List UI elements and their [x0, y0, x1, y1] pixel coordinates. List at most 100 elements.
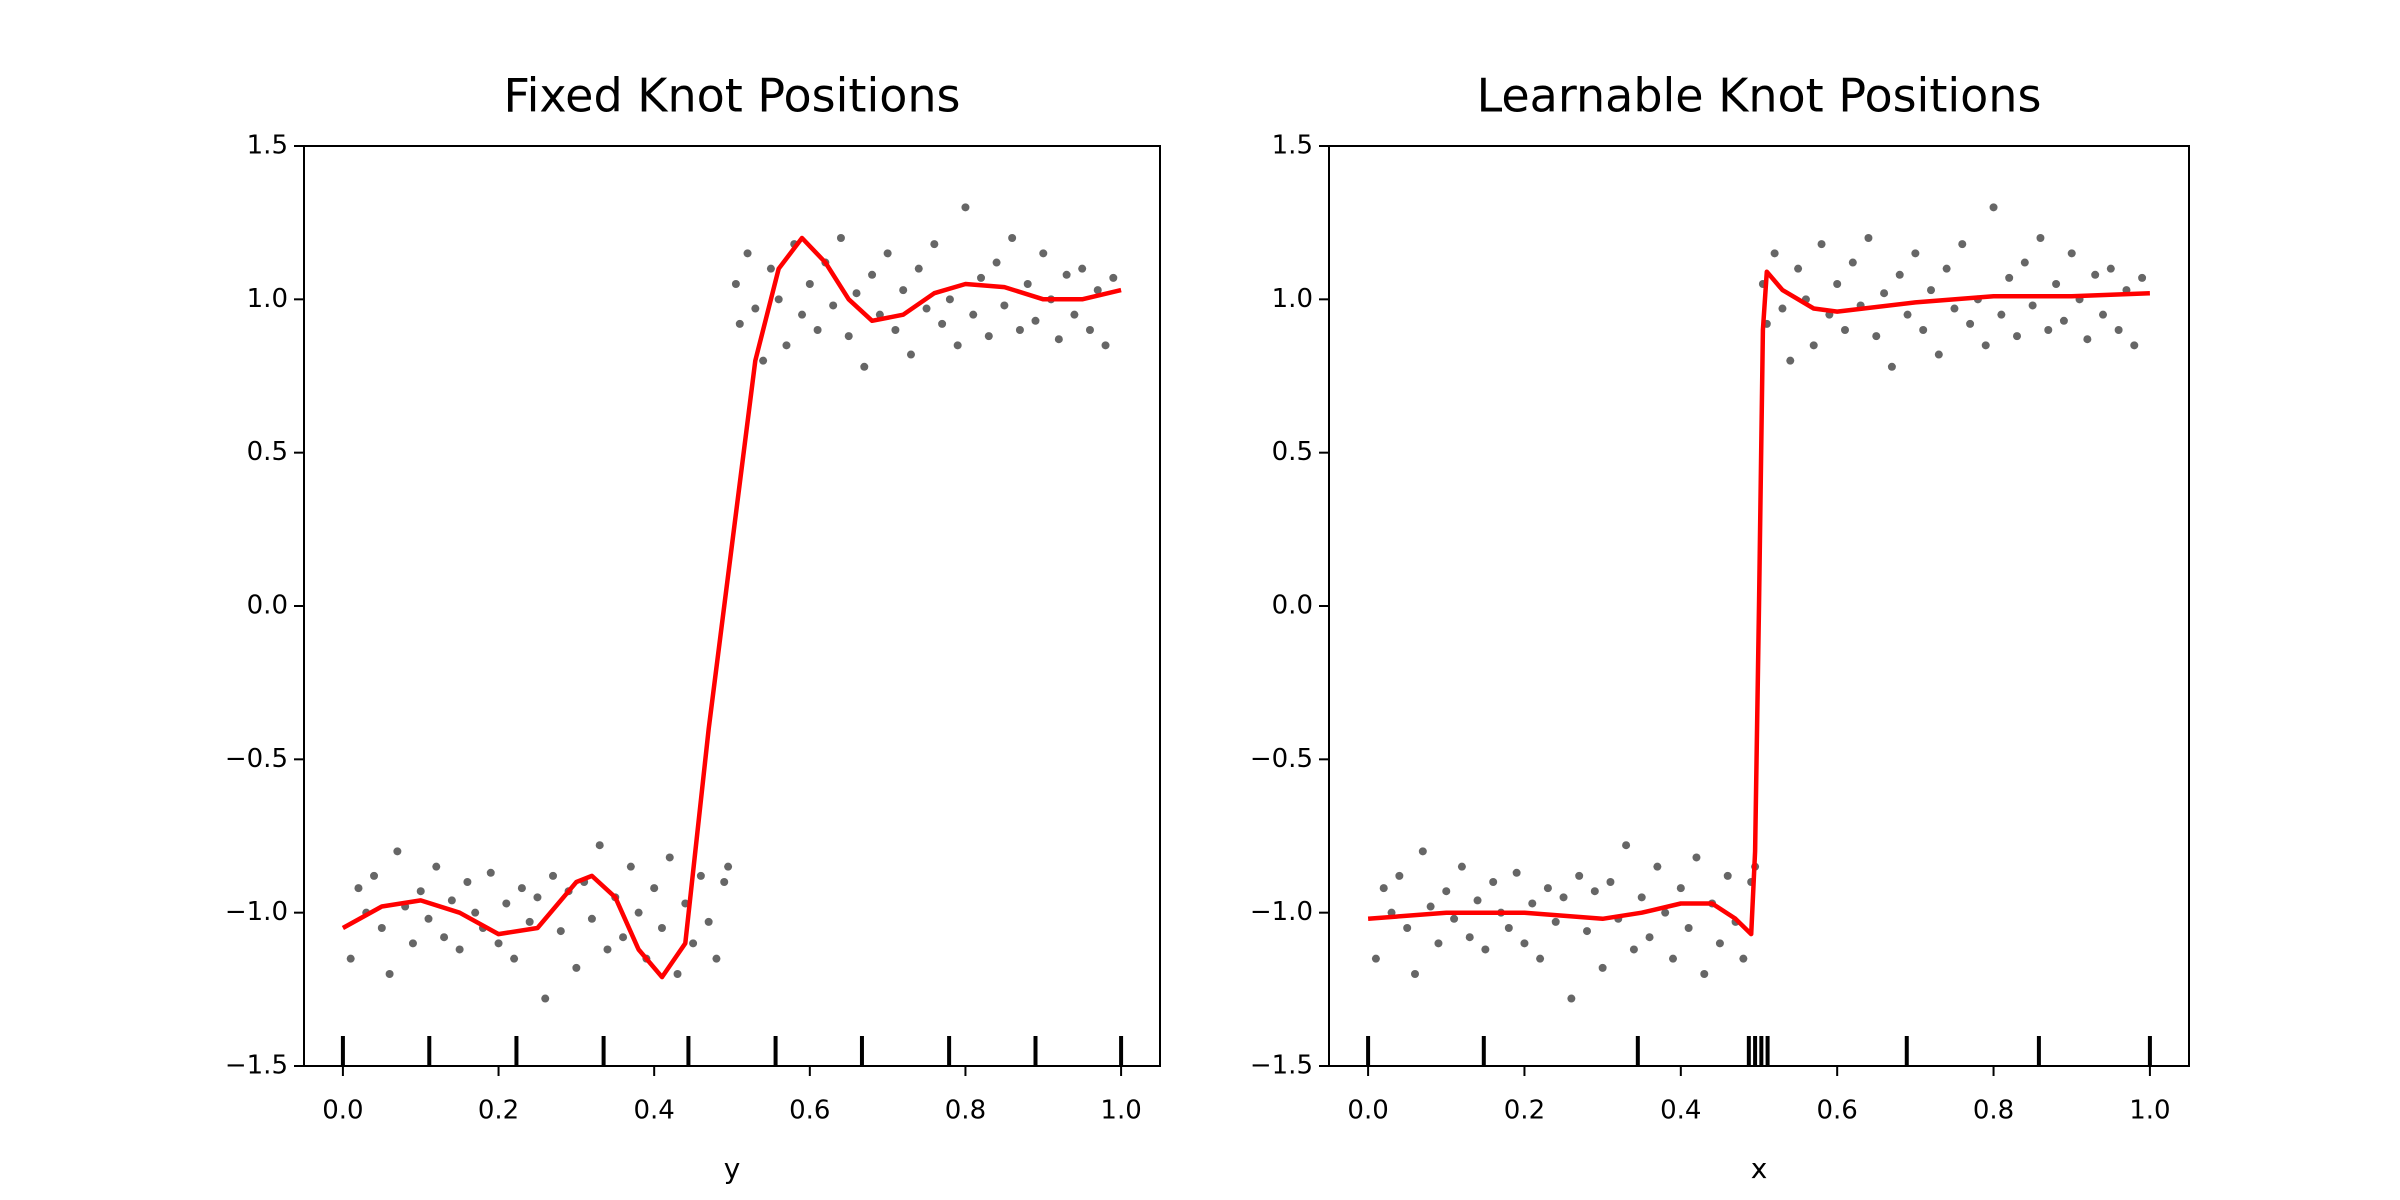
data-point	[1606, 878, 1615, 886]
y-tick-label: −1.0	[1250, 897, 1313, 927]
data-point	[370, 871, 379, 880]
data-point	[1039, 249, 1048, 258]
data-point	[1442, 887, 1451, 896]
data-point	[1512, 868, 1521, 877]
data-point	[1520, 939, 1529, 948]
data-point	[549, 871, 558, 880]
y-tick-label: −0.5	[225, 744, 288, 774]
data-point	[1489, 878, 1498, 886]
data-point	[1653, 862, 1662, 871]
data-point	[1379, 884, 1388, 893]
subplot: Learnable Knot Positions x −1.5 −1.0 −0.5 0.0…	[1250, 69, 2190, 1185]
data-point	[961, 203, 970, 212]
y-tick-label: −1.5	[1250, 1051, 1313, 1081]
data-point	[1895, 270, 1904, 279]
data-point	[1872, 332, 1881, 341]
data-point	[2005, 273, 2014, 282]
data-point	[471, 908, 480, 917]
data-point	[1809, 341, 1818, 350]
data-point	[1070, 310, 1079, 319]
data-point	[1473, 896, 1482, 905]
x-tick-label: 0.2	[478, 1096, 519, 1126]
data-point	[1000, 301, 1009, 310]
data-point	[1989, 203, 1998, 212]
data-point	[510, 954, 519, 963]
data-point	[1583, 927, 1591, 936]
y-tick-label: 1.0	[1272, 284, 1313, 314]
x-tick-label: 0.4	[1660, 1096, 1701, 1126]
data-point	[1700, 970, 1709, 978]
data-point	[1590, 887, 1599, 896]
data-point	[852, 289, 861, 298]
data-point	[2067, 249, 2076, 258]
data-point	[634, 908, 643, 917]
data-point	[572, 963, 581, 972]
data-point	[724, 862, 733, 871]
data-point	[377, 924, 386, 932]
data-point	[619, 933, 628, 942]
data-point	[2020, 258, 2029, 267]
data-point	[1645, 933, 1654, 942]
data-point	[2028, 301, 2037, 310]
data-point	[432, 862, 441, 871]
data-point	[1817, 240, 1826, 249]
y-tick-label: 0.5	[1272, 437, 1313, 467]
data-point	[938, 319, 947, 328]
x-tick-label: 1.0	[1100, 1096, 1141, 1126]
data-point	[1981, 341, 1990, 350]
data-point	[1567, 994, 1576, 1003]
data-point	[2091, 270, 2100, 279]
data-point	[992, 258, 1001, 267]
data-point	[1528, 899, 1537, 908]
data-point	[1551, 917, 1560, 926]
data-point	[541, 994, 550, 1003]
data-point	[556, 927, 565, 936]
x-tick-label: 0.6	[789, 1096, 830, 1126]
y-tick-label: 1.0	[247, 284, 288, 314]
x-tick-label: 0.6	[1817, 1096, 1858, 1126]
data-point	[424, 914, 433, 923]
data-point	[1575, 871, 1584, 880]
data-point	[416, 887, 425, 896]
data-point	[735, 319, 744, 328]
data-point	[447, 896, 456, 905]
data-point	[1739, 954, 1748, 963]
data-point	[1559, 893, 1568, 902]
data-point	[455, 945, 464, 954]
data-point	[385, 970, 394, 978]
x-axis-label: y	[724, 1152, 741, 1185]
data-point	[1023, 280, 1032, 288]
data-point	[805, 280, 814, 288]
y-tick-label: 0.5	[247, 437, 288, 467]
x-tick-label: 0.0	[1347, 1096, 1388, 1126]
data-point	[2083, 335, 2092, 344]
data-point	[354, 884, 363, 893]
data-point	[868, 270, 877, 279]
y-tick-label: −1.0	[225, 897, 288, 927]
y-tick-label: 0.0	[1272, 591, 1313, 621]
y-tick-label: 1.5	[247, 131, 288, 161]
y-tick-label: −1.5	[225, 1051, 288, 1081]
subplot-title: Fixed Knot Positions	[503, 69, 960, 123]
data-point	[1715, 939, 1724, 948]
data-point	[1062, 270, 1071, 279]
data-point	[1841, 326, 1849, 334]
fit-line	[1367, 269, 2150, 937]
data-point	[673, 970, 682, 978]
data-point	[1418, 847, 1427, 856]
data-point	[2106, 264, 2115, 273]
data-point	[1008, 234, 1017, 242]
data-point	[751, 304, 760, 313]
data-point	[922, 304, 931, 313]
data-point	[844, 332, 853, 341]
y-tick-label: 1.5	[1272, 131, 1313, 161]
subplot-title: Learnable Knot Positions	[1477, 69, 2042, 123]
data-point	[1093, 286, 1102, 295]
data-point	[517, 884, 526, 893]
data-point	[1833, 280, 1842, 288]
axes-frame	[1328, 145, 2190, 1067]
data-point	[1794, 264, 1803, 273]
axes-frame	[303, 145, 1161, 1067]
data-point	[1887, 362, 1896, 371]
data-point	[1598, 963, 1607, 972]
